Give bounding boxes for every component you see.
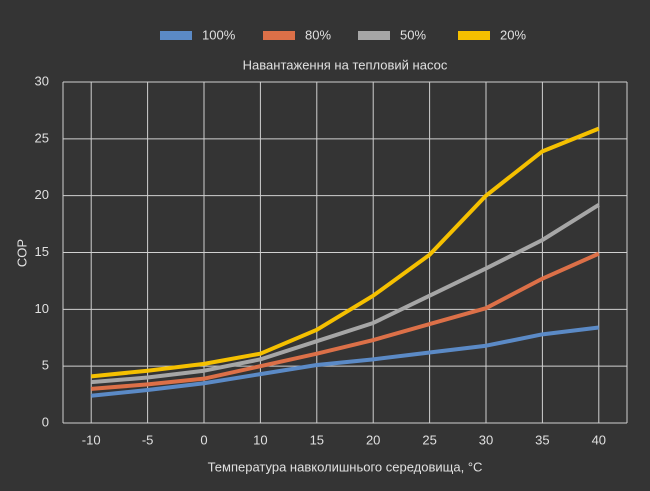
x-tick-label: -5 bbox=[142, 432, 154, 447]
x-tick-label: 30 bbox=[479, 432, 493, 447]
line-series bbox=[90, 126, 600, 379]
y-tick-label: 20 bbox=[35, 187, 49, 202]
legend-label: 80% bbox=[305, 27, 331, 42]
y-tick-label: 5 bbox=[42, 358, 49, 373]
x-axis-label: Температура навколишнього середовища, °С bbox=[208, 459, 483, 474]
x-tick-label: 40 bbox=[592, 432, 606, 447]
y-tick-label: 10 bbox=[35, 301, 49, 316]
line-series bbox=[90, 325, 600, 398]
chart-title: Навантаження на тепловий насос bbox=[243, 57, 448, 72]
x-tick-label: 25 bbox=[422, 432, 436, 447]
x-tick-label: 0 bbox=[200, 432, 207, 447]
line-series bbox=[91, 251, 600, 391]
x-tick-label: -10 bbox=[82, 432, 101, 447]
legend-label: 100% bbox=[202, 27, 236, 42]
legend-swatch bbox=[458, 31, 490, 40]
legend-swatch bbox=[263, 31, 295, 40]
y-tick-label: 0 bbox=[42, 414, 49, 429]
x-tick-label: 15 bbox=[310, 432, 324, 447]
legend-swatch bbox=[160, 31, 192, 40]
legend-label: 20% bbox=[500, 27, 526, 42]
x-tick-label: 35 bbox=[535, 432, 549, 447]
x-tick-label: 20 bbox=[366, 432, 380, 447]
legend-label: 50% bbox=[400, 27, 426, 42]
x-tick-label: 10 bbox=[253, 432, 267, 447]
y-tick-label: 30 bbox=[35, 73, 49, 88]
line-series bbox=[91, 203, 600, 385]
y-tick-label: 25 bbox=[35, 130, 49, 145]
y-tick-label: 15 bbox=[35, 244, 49, 259]
legend-swatch bbox=[358, 31, 390, 40]
y-axis-label: COP bbox=[14, 239, 29, 267]
